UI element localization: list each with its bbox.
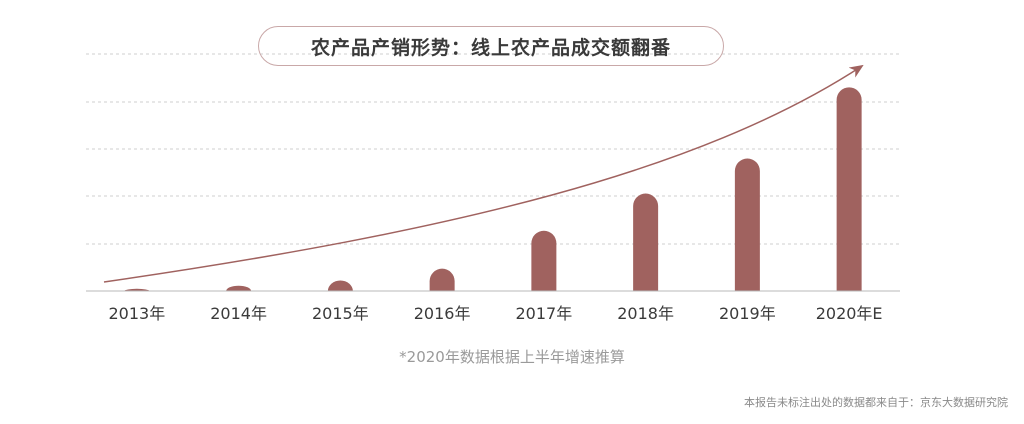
gridlines	[86, 53, 900, 245]
bar-2020年E	[836, 87, 862, 291]
bar-2017年	[531, 230, 557, 291]
growth-trend-arrow	[103, 64, 864, 283]
x-tick-label: 2018年	[617, 304, 674, 323]
bar-2013年	[124, 288, 150, 291]
source-note: 本报告未标注出处的数据都来自于：京东大数据研究院	[744, 396, 1008, 409]
bar-2015年	[327, 280, 353, 291]
x-axis-ticks: 2013年 2014年 2015年 2016年 2017年 2018年 2019年 2020年…	[109, 304, 883, 323]
bars	[124, 87, 862, 291]
bar-2014年	[226, 285, 252, 291]
chart-title-box: 农产品产销形势：线上农产品成交额翻番	[258, 26, 724, 66]
x-tick-label: 2014年	[210, 304, 267, 323]
x-tick-label: 2019年	[719, 304, 776, 323]
x-tick-label: 2016年	[414, 304, 471, 323]
x-tick-label: 2017年	[516, 304, 573, 323]
x-tick-label: 2013年	[109, 304, 166, 323]
bar-2019年	[734, 158, 760, 291]
bar-2016年	[429, 268, 455, 291]
x-tick-label: 2015年	[312, 304, 369, 323]
x-tick-label: 2020年E	[816, 304, 883, 323]
chart-footnote: *2020年数据根据上半年增速推算	[399, 348, 625, 366]
chart-title: 农产品产销形势：线上农产品成交额翻番	[310, 36, 671, 59]
bar-2018年	[633, 193, 659, 291]
